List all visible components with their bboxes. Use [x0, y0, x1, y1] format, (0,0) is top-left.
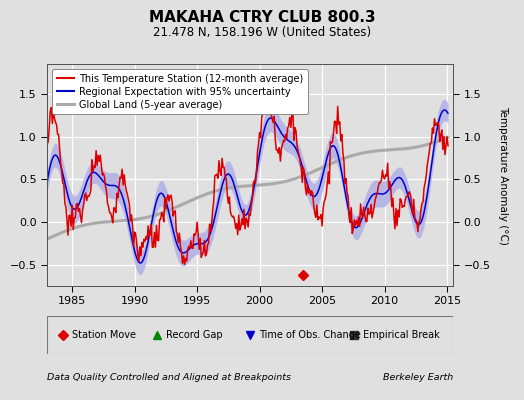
Text: Record Gap: Record Gap: [166, 330, 222, 340]
Text: Empirical Break: Empirical Break: [363, 330, 440, 340]
Y-axis label: Temperature Anomaly (°C): Temperature Anomaly (°C): [498, 106, 508, 244]
Text: Berkeley Earth: Berkeley Earth: [383, 373, 453, 382]
Text: MAKAHA CTRY CLUB 800.3: MAKAHA CTRY CLUB 800.3: [149, 10, 375, 25]
Text: Data Quality Controlled and Aligned at Breakpoints: Data Quality Controlled and Aligned at B…: [47, 373, 291, 382]
Text: 21.478 N, 158.196 W (United States): 21.478 N, 158.196 W (United States): [153, 26, 371, 39]
Text: Station Move: Station Move: [72, 330, 136, 340]
Text: Time of Obs. Change: Time of Obs. Change: [259, 330, 361, 340]
Legend: This Temperature Station (12-month average), Regional Expectation with 95% uncer: This Temperature Station (12-month avera…: [52, 69, 308, 114]
